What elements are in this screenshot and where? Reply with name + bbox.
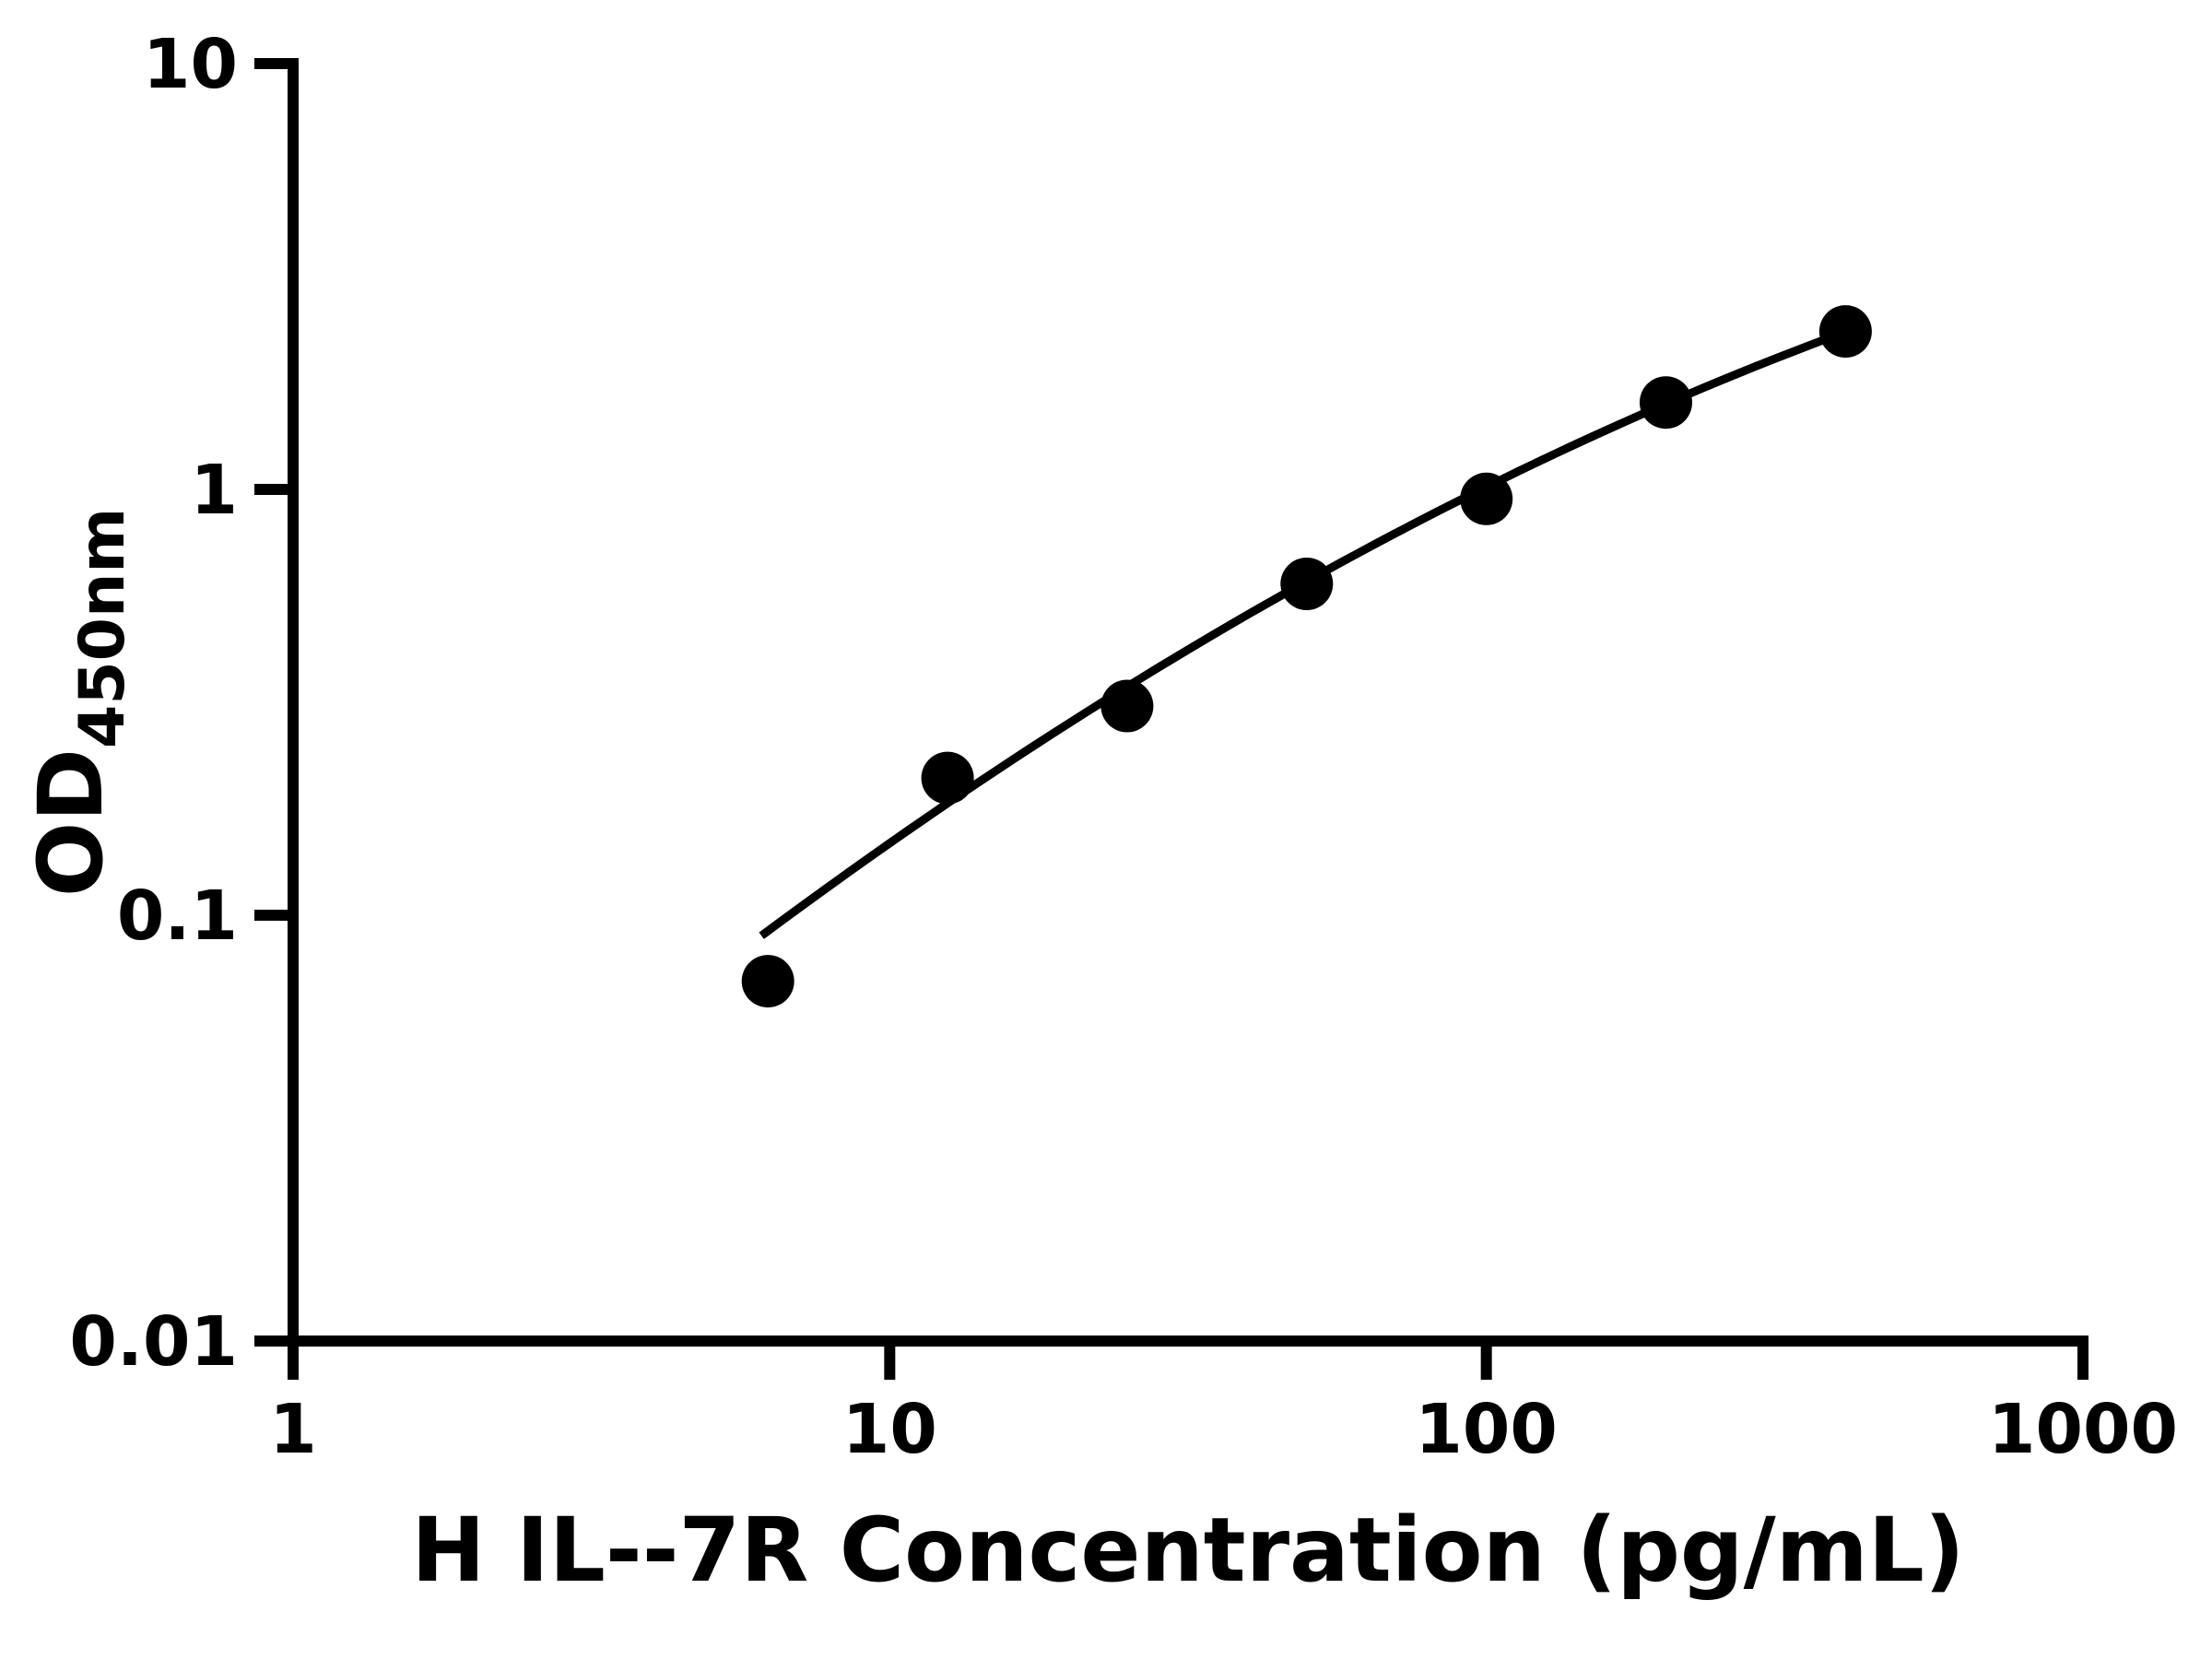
x-tick-label-100: 100 [1415,1390,1557,1469]
y-tick-label-0.01: 0.01 [69,1302,238,1382]
y-axis-title-main: OD [19,748,123,897]
data-point-4 [1280,558,1334,610]
x-tick-label-1000: 1000 [1988,1390,2178,1469]
data-point-2 [921,751,974,805]
data-point-6 [1640,376,1692,429]
y-axis-title: OD450nm [19,508,139,898]
y-tick-label-1: 1 [191,451,239,530]
data-point-1 [741,955,794,1008]
y-axis-title-subscript: 450nm [66,508,139,748]
y-tick-label-0.1: 0.1 [117,877,238,956]
x-axis-title: H IL--7R Concentration (pg/mL) [411,1499,1965,1602]
data-point-7 [1818,305,1872,359]
data-point-3 [1100,679,1154,733]
x-tick-label-10: 10 [842,1390,937,1469]
data-point-5 [1460,472,1513,525]
y-tick-label-10: 10 [143,25,238,104]
x-tick-label-1: 1 [269,1390,317,1469]
